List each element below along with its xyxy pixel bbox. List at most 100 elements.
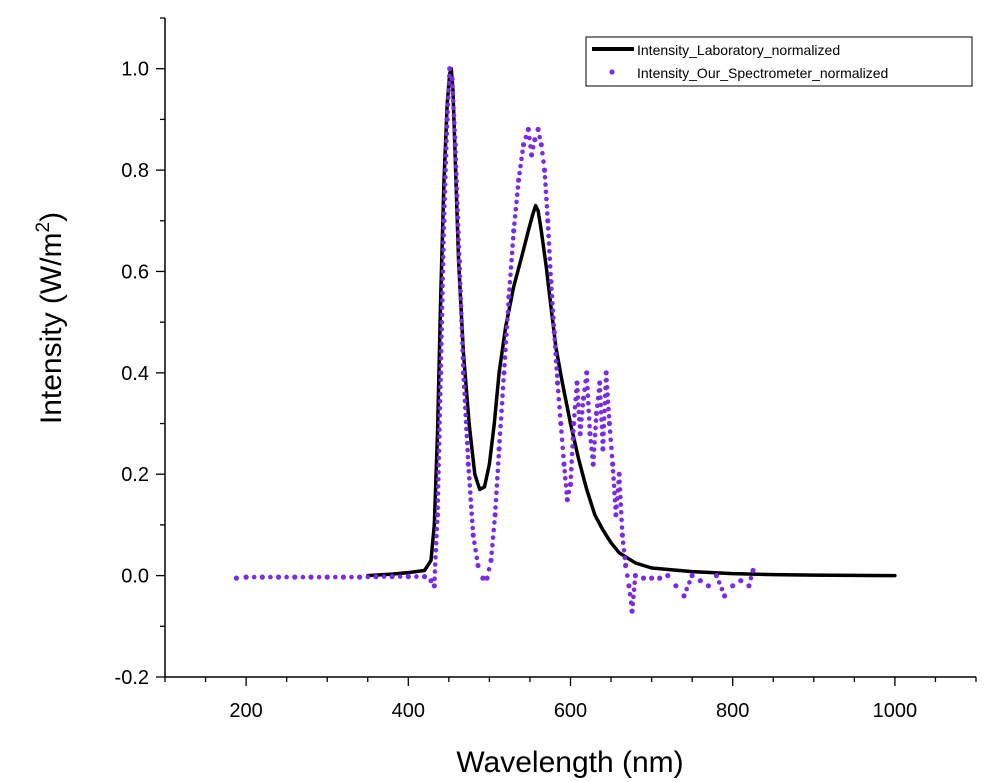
y-axis-title-base: Intensity (W/m xyxy=(35,232,68,424)
series-dot xyxy=(433,540,439,546)
series-dot xyxy=(453,157,459,162)
series-dot xyxy=(435,484,441,489)
series-point xyxy=(606,420,613,427)
series-dot xyxy=(439,312,445,318)
series-dot xyxy=(561,453,566,459)
series-dot xyxy=(438,348,444,354)
series-dot xyxy=(497,431,503,437)
series-dot xyxy=(436,448,442,454)
series-point xyxy=(746,583,752,589)
series-point xyxy=(438,370,444,376)
series-dot xyxy=(438,384,443,390)
series-point xyxy=(259,574,265,580)
series-dot xyxy=(571,428,576,434)
series-point xyxy=(665,573,671,579)
series-dot xyxy=(458,303,464,309)
series-dot xyxy=(438,377,443,383)
series-dot xyxy=(441,240,446,245)
series-dot xyxy=(602,408,607,414)
series-point xyxy=(501,370,507,376)
series-dot xyxy=(450,98,456,104)
series-dot xyxy=(365,574,371,580)
series-dot xyxy=(627,591,633,597)
series-dot xyxy=(443,175,448,180)
series-dot xyxy=(433,555,438,560)
series-dot xyxy=(541,159,546,164)
series-point xyxy=(357,574,363,580)
series-dot xyxy=(504,332,509,338)
series-dot xyxy=(569,466,574,472)
series-dot xyxy=(459,325,465,331)
series-dot xyxy=(459,311,464,316)
series-dot xyxy=(463,419,469,425)
series-dot xyxy=(510,243,515,248)
series-dot xyxy=(456,237,461,242)
series-dot xyxy=(598,402,604,408)
series-dot xyxy=(604,385,610,390)
series-dot xyxy=(440,298,445,303)
series-dot xyxy=(552,337,557,342)
series-dot xyxy=(619,517,624,523)
series-dot xyxy=(554,373,560,379)
series-point xyxy=(616,471,622,477)
series-point xyxy=(649,575,655,581)
series-dot xyxy=(618,494,623,500)
series-dot xyxy=(523,134,529,140)
series-dot xyxy=(606,406,611,412)
series-dot xyxy=(559,429,564,434)
series-dot xyxy=(443,153,449,158)
y-tick-label: 0.4 xyxy=(121,363,149,385)
series-dot xyxy=(437,413,443,418)
series-dot xyxy=(493,505,498,510)
series-dot xyxy=(621,548,627,553)
series-dot xyxy=(611,483,617,489)
series-dot xyxy=(537,134,542,140)
series-dot xyxy=(619,525,625,530)
series-dot xyxy=(436,462,441,468)
series-point xyxy=(597,380,603,386)
series-dot xyxy=(612,490,617,496)
series-dot xyxy=(557,413,563,418)
series-point xyxy=(525,126,531,133)
series-dot xyxy=(631,587,637,593)
series-dot xyxy=(444,146,449,151)
series-point xyxy=(629,608,635,614)
series-point xyxy=(580,395,587,401)
series-point xyxy=(713,573,720,579)
series-point xyxy=(389,574,395,580)
series-dot xyxy=(495,475,500,481)
y-axis-title: Intensity (W/m2) xyxy=(33,212,68,424)
series-dot xyxy=(432,576,437,581)
series-dot xyxy=(593,425,598,431)
series-dot xyxy=(452,120,457,126)
x-tick-label: 600 xyxy=(554,700,587,722)
series-dot xyxy=(438,363,444,368)
series-dot xyxy=(556,396,562,402)
series-point xyxy=(243,574,249,580)
series-dot xyxy=(432,569,438,574)
series-point xyxy=(480,575,486,581)
series-dot xyxy=(451,105,456,111)
series-dot xyxy=(544,196,549,202)
series-dot xyxy=(493,497,499,503)
series-dot xyxy=(547,256,553,262)
series-point xyxy=(496,446,502,452)
series-point xyxy=(516,177,522,183)
series-dot xyxy=(601,439,606,444)
y-tick-label: 0.2 xyxy=(121,464,149,486)
series-line-laboratory xyxy=(366,66,897,578)
series-dot xyxy=(464,433,470,439)
series-dot xyxy=(440,276,446,282)
series-dot xyxy=(593,418,599,423)
series-dot xyxy=(515,185,521,190)
series-dot xyxy=(498,423,503,429)
series-dot xyxy=(553,359,559,364)
series-point xyxy=(697,578,703,584)
series-dot xyxy=(560,445,565,451)
series-dot xyxy=(437,420,442,425)
series-dot xyxy=(494,490,499,496)
series-dot xyxy=(460,340,465,346)
series-point xyxy=(511,228,517,234)
series-dot xyxy=(436,455,442,461)
series-dot xyxy=(502,355,508,360)
